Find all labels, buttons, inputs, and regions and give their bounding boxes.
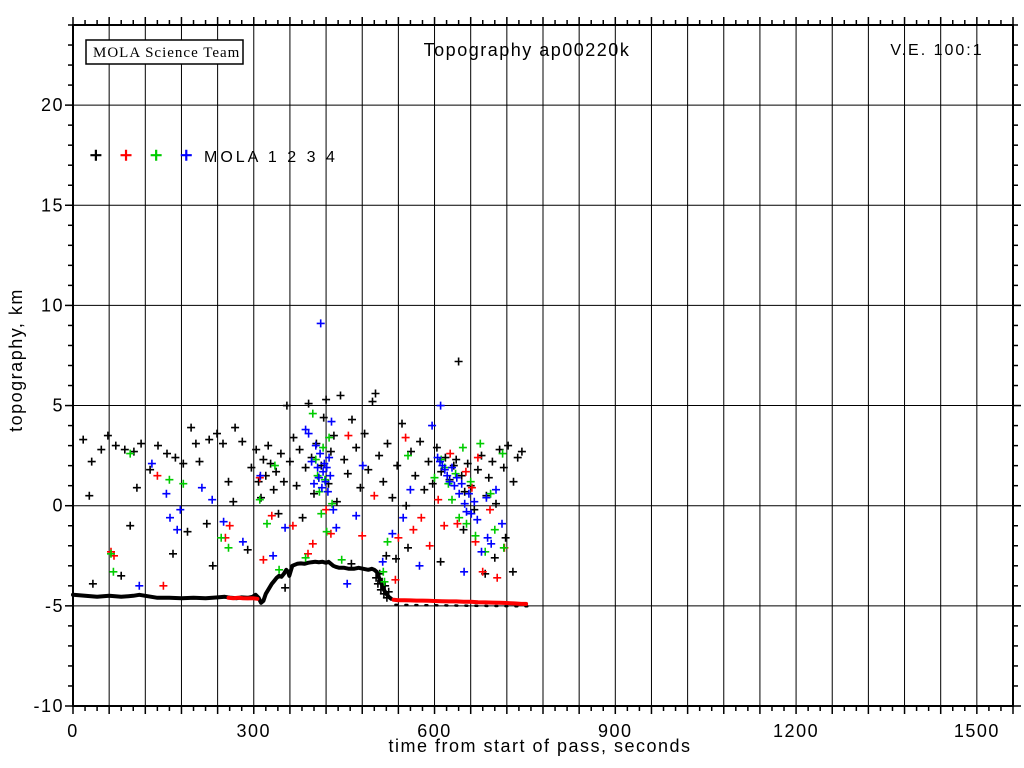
y-tick-label: 10	[41, 295, 64, 315]
y-tick-label: -10	[33, 696, 64, 716]
y-axis-title: topography, km	[6, 288, 26, 432]
x-tick-label: 1500	[954, 721, 1000, 741]
ground-track-mola-1	[394, 603, 530, 608]
x-tick-label: 900	[598, 721, 633, 741]
y-tick-label: 5	[52, 396, 64, 416]
scatter-points-mola-4	[135, 319, 506, 590]
ground-track-mola-2	[226, 595, 260, 601]
chart-title: Topography ap00220k	[424, 40, 631, 60]
plot-generated-layer: 0 300 600 900 1200 1500 -10 -5 0 5 10 15 20	[33, 17, 1021, 741]
legend-marker-2	[120, 149, 132, 161]
legend-marker-4	[180, 149, 192, 161]
x-axis-title: time from start of pass, seconds	[388, 736, 691, 756]
x-tick-label: 300	[236, 721, 271, 741]
y-tick-label: 0	[52, 496, 64, 516]
vertical-exaggeration-label: V.E. 100:1	[890, 42, 983, 59]
ground-track-mola-2	[391, 597, 529, 606]
legend-marker-3	[150, 149, 162, 161]
plot-frame	[72, 24, 1014, 707]
y-tick-label: -5	[45, 596, 64, 616]
x-tick-label: 0	[67, 721, 79, 741]
y-tick-label: 15	[41, 195, 64, 215]
ground-track-mola-1	[71, 559, 394, 605]
credit-box-label: MOLA Science Team	[93, 45, 240, 61]
y-tick-label: 20	[41, 95, 64, 115]
x-tick-label: 1200	[773, 721, 819, 741]
legend-marker-1	[90, 149, 102, 161]
x-tick-label: 600	[417, 721, 452, 741]
legend-label: MOLA 1 2 3 4	[204, 149, 338, 166]
credit-box	[85, 39, 244, 65]
